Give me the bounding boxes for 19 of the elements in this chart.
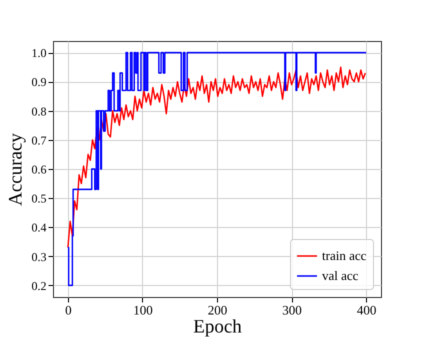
y-tick-label: 0.2 — [32, 278, 46, 293]
y-tick-label: 1.0 — [32, 46, 46, 60]
y-tick-label: 0.4 — [32, 220, 46, 235]
y-tick-label: 0.3 — [32, 250, 46, 264]
y-tick-label: 0.5 — [32, 192, 46, 206]
x-axis-title: Epoch — [193, 316, 242, 338]
x-tick-label: 100 — [133, 302, 153, 318]
line-series — [67, 66, 366, 248]
y-tick-label: 0.9 — [32, 75, 46, 90]
y-tick-label: 0.8 — [32, 104, 46, 118]
legend-label: train acc — [322, 248, 367, 263]
y-axis-title: Accuracy — [6, 132, 26, 206]
y-tick-label: 0.6 — [32, 162, 46, 176]
x-tick-label: 0 — [65, 302, 72, 318]
x-tick-label: 400 — [356, 302, 376, 318]
legend-label: val acc — [322, 268, 359, 283]
x-tick-label: 300 — [282, 302, 302, 318]
y-tick-label: 0.7 — [32, 133, 46, 148]
x-tick-label: 200 — [208, 302, 228, 318]
